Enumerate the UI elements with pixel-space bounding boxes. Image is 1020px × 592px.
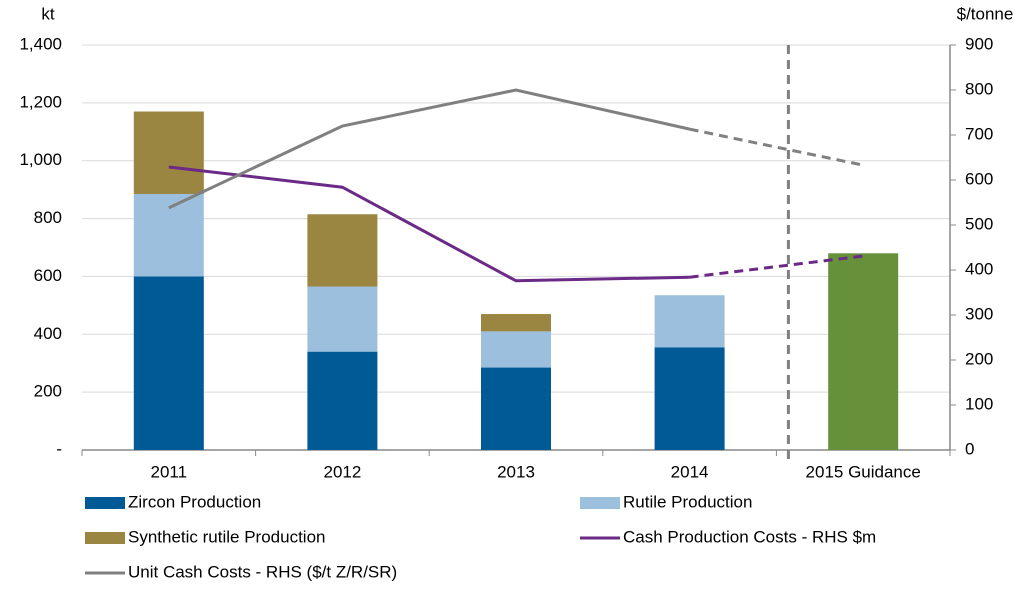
- y2-tick-label: 200: [965, 349, 993, 368]
- bar: [654, 295, 725, 348]
- legend-label: Cash Production Costs - RHS $m: [623, 527, 876, 546]
- y2-tick-label: 500: [965, 214, 993, 233]
- y-tick-label: 400: [34, 324, 62, 343]
- line-dashed: [689, 127, 864, 167]
- x-tick-label: 2011: [151, 462, 188, 481]
- line: [168, 88, 690, 210]
- bar: [481, 331, 551, 368]
- x-tick-label: 2015 Guidance: [806, 462, 921, 481]
- line: [168, 165, 690, 283]
- y2-tick-label: 100: [965, 394, 993, 413]
- x-tick-label: 2012: [323, 462, 361, 481]
- bar: [133, 276, 204, 450]
- legend-label: Unit Cash Costs - RHS ($/t Z/R/SR): [128, 562, 397, 581]
- legend-label: Synthetic rutile Production: [128, 527, 326, 546]
- bar: [307, 286, 378, 352]
- y2-axis-label: $/tonne: [957, 4, 1014, 23]
- y-axis-label: kt: [41, 4, 55, 23]
- legend-label: Rutile Production: [623, 492, 752, 511]
- x-tick-label: 2013: [497, 462, 535, 481]
- bar: [481, 314, 551, 332]
- y2-tick-label: 600: [965, 169, 993, 188]
- y-tick-label: 1,200: [19, 92, 62, 111]
- bar: [133, 111, 204, 194]
- bar: [307, 214, 378, 287]
- legend-marker: [85, 532, 125, 544]
- y-tick-label: 200: [34, 382, 62, 401]
- y-tick-label: 1,000: [19, 150, 62, 169]
- y-tick-label: 600: [34, 266, 62, 285]
- y-tick-label: 1,400: [19, 34, 62, 53]
- bar: [828, 253, 899, 450]
- legend-marker: [85, 497, 125, 509]
- bar: [654, 347, 725, 450]
- legend-marker: [580, 497, 620, 509]
- y2-tick-label: 400: [965, 259, 993, 278]
- y-tick-label: 800: [34, 208, 62, 227]
- y2-tick-label: 900: [965, 34, 993, 53]
- bar: [481, 367, 551, 450]
- y2-tick-label: 300: [965, 304, 993, 323]
- x-tick-label: 2014: [671, 462, 709, 481]
- y2-tick-label: 0: [965, 439, 974, 458]
- y-tick-label: -: [56, 439, 62, 458]
- y2-tick-label: 700: [965, 124, 993, 143]
- legend-label: Zircon Production: [128, 492, 261, 511]
- bar: [307, 351, 378, 450]
- y2-tick-label: 800: [965, 79, 993, 98]
